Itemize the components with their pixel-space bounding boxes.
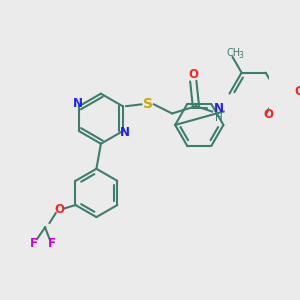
Text: F: F (48, 237, 56, 250)
Text: N: N (72, 97, 82, 110)
Text: CH: CH (226, 48, 241, 58)
Text: O: O (188, 68, 198, 81)
Text: H: H (215, 113, 223, 123)
Text: O: O (294, 85, 300, 98)
Text: S: S (142, 98, 153, 111)
Text: 3: 3 (238, 51, 243, 60)
Text: O: O (54, 203, 64, 216)
Text: F: F (30, 237, 38, 250)
Text: O: O (263, 108, 273, 121)
Text: N: N (214, 102, 224, 115)
Text: N: N (120, 126, 130, 139)
